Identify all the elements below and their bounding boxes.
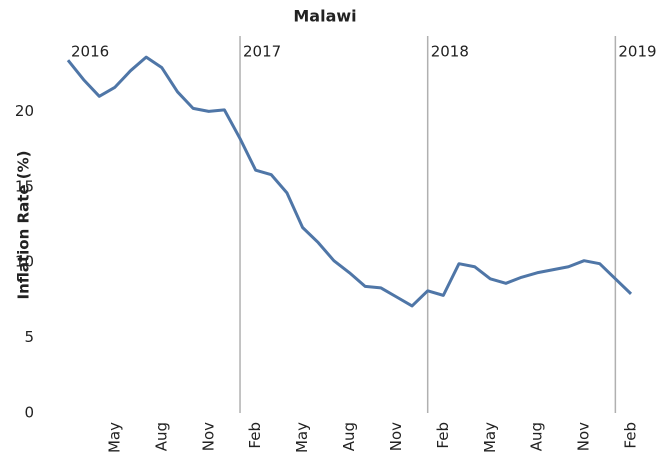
x-tick-label: Nov: [575, 422, 593, 451]
x-tick-label: Aug: [528, 422, 546, 451]
year-label: 2016: [71, 43, 109, 61]
x-tick-label: May: [293, 422, 311, 453]
y-tick-label: 20: [15, 102, 34, 120]
y-tick-label: 15: [15, 177, 34, 195]
x-tick-label: Feb: [622, 422, 640, 449]
x-tick-label: May: [105, 422, 123, 453]
year-label: 2019: [618, 43, 656, 61]
x-tick-label: Aug: [340, 422, 358, 451]
year-label: 2017: [243, 43, 281, 61]
x-tick-label: Aug: [152, 422, 170, 451]
x-tick-label: Nov: [387, 422, 405, 451]
x-tick-label: Feb: [434, 422, 452, 449]
year-label: 2018: [431, 43, 469, 61]
y-tick-label: 5: [24, 328, 34, 346]
chart-title: Malawi: [293, 7, 356, 26]
data-line: [66, 55, 633, 308]
x-tick-label: Nov: [199, 422, 217, 451]
y-axis-label: Inflation Rate (%): [15, 151, 33, 300]
x-tick-label: May: [481, 422, 499, 453]
y-tick-label: 0: [24, 404, 34, 422]
y-tick-label: 10: [15, 253, 34, 271]
x-tick-label: Feb: [246, 422, 264, 449]
